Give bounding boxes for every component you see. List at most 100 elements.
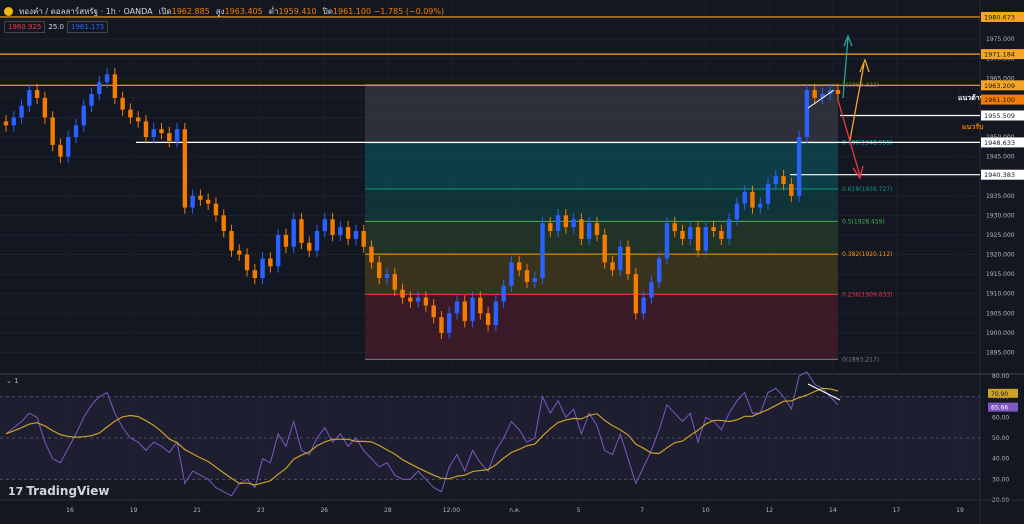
price-axis-tick: 1895.000 (986, 349, 1015, 356)
time-axis-tick: 16 (66, 507, 74, 514)
candle-body (291, 219, 296, 247)
candle-body (586, 223, 592, 239)
candle-body (555, 215, 561, 232)
price-label-tag (981, 110, 1024, 121)
candle-body (198, 195, 203, 200)
price-axis-tick: 1915.000 (986, 271, 1015, 278)
symbol-title[interactable]: ทองคำ / ดอลลาร์สหรัฐ · 1h · OANDA (19, 7, 153, 16)
rsi-axis-tick: 30.00 (992, 476, 1009, 483)
time-axis-tick: 17 (893, 507, 901, 514)
candle-body (680, 231, 685, 239)
candle-body (649, 281, 654, 298)
candle-body (174, 129, 180, 141)
candle-body (361, 231, 366, 247)
candle-body (244, 254, 250, 271)
ohlc-high: สูง1963.405 (215, 7, 263, 16)
up-arrow-target-2 (849, 58, 870, 141)
spread-value: 25.0 (48, 23, 64, 31)
candle-body (283, 234, 289, 247)
fib-zone (365, 294, 838, 360)
candle-body (89, 93, 94, 106)
time-axis-tick: 10 (702, 507, 710, 514)
price-axis-tick: 1965.000 (986, 75, 1015, 82)
candle-body (439, 317, 444, 333)
price-label-tag (981, 169, 1024, 180)
candle-body (532, 278, 537, 282)
time-axis-tick: 21 (193, 507, 201, 514)
rsi-value-tag (988, 402, 1018, 412)
rsi-panel-header[interactable]: ⌄ 1 (6, 377, 19, 385)
price-label-text: 1971.184 (984, 51, 1015, 59)
candle-body (66, 137, 71, 157)
candle-body (330, 219, 335, 235)
candle-body (81, 105, 86, 126)
rsi-toggle[interactable]: 1 (14, 377, 19, 385)
candle-body (275, 234, 281, 267)
price-label-text: 1961.100 (984, 96, 1015, 104)
candle-body (524, 270, 530, 282)
candle-body (229, 231, 234, 251)
candle-body (478, 297, 483, 314)
candle-body (392, 274, 397, 290)
candle-body (104, 74, 110, 83)
candle-body (322, 219, 328, 232)
candle-body (182, 129, 188, 208)
candle-body (384, 274, 390, 279)
candle-body (796, 137, 802, 196)
candle-body (42, 97, 48, 118)
price-axis-tick: 1930.000 (986, 212, 1015, 219)
price-label-text: 1963.209 (984, 82, 1015, 90)
candle-body (579, 219, 584, 239)
candle-body (27, 90, 32, 106)
candle-body (820, 93, 825, 98)
candle-body (3, 121, 9, 126)
candle-body (664, 223, 670, 259)
candle-body (299, 219, 304, 243)
candle-body (369, 246, 374, 263)
candle-body (516, 262, 522, 271)
price-axis-tick: 1920.000 (986, 252, 1015, 259)
time-axis-tick: 19 (130, 507, 138, 514)
price-axis-tick: 1900.000 (986, 330, 1015, 337)
candle-body (11, 117, 16, 126)
candle-body (462, 301, 467, 322)
candle-body (672, 223, 677, 232)
candle-body (353, 231, 359, 239)
candle-body (454, 301, 460, 314)
candle-body (128, 109, 133, 118)
candle-body (688, 227, 693, 239)
time-axis-tick: 26 (320, 507, 328, 514)
fib-level-label: 0.618(1936.727) (842, 186, 893, 193)
candle-body (73, 125, 79, 138)
chevron-down-icon[interactable]: ⌄ (6, 377, 15, 385)
time-axis-tick: 12:00 (443, 507, 460, 514)
candle-body (594, 223, 600, 235)
price-label-text: 1980.673 (984, 13, 1015, 21)
candle-body (804, 90, 810, 138)
ohlc-close: ปิด1961.100 −1.785 (−0.09%) (322, 7, 445, 16)
candle-body (812, 90, 817, 98)
buy-button[interactable]: 1961.175 (67, 21, 109, 33)
time-axis-tick: 14 (829, 507, 837, 514)
rsi-divergence-line (807, 383, 841, 401)
fib-zone (365, 142, 838, 190)
candle-body (789, 184, 794, 196)
countdown-label: 17:33 (988, 105, 1005, 112)
fib-zone (365, 254, 838, 295)
candle-body (509, 262, 514, 286)
tradingview-logo[interactable]: 17 TradingView (8, 484, 109, 498)
candle-body (781, 176, 786, 185)
candle-body (726, 219, 732, 239)
price-label-tag (981, 80, 1024, 91)
candle-body (143, 121, 149, 138)
price-axis-tick: 1910.000 (986, 291, 1015, 298)
sell-button[interactable]: 1960.925 (4, 21, 46, 33)
ohlc-open: เปิด1962.885 (158, 7, 210, 16)
fib-level-label: 0.382(1920.112) (842, 251, 893, 258)
rsi-axis-tick: 60.00 (992, 414, 1009, 421)
fib-zone (365, 221, 838, 255)
candle-body (205, 199, 211, 204)
candle-body (50, 117, 55, 145)
candle-body (835, 90, 841, 94)
